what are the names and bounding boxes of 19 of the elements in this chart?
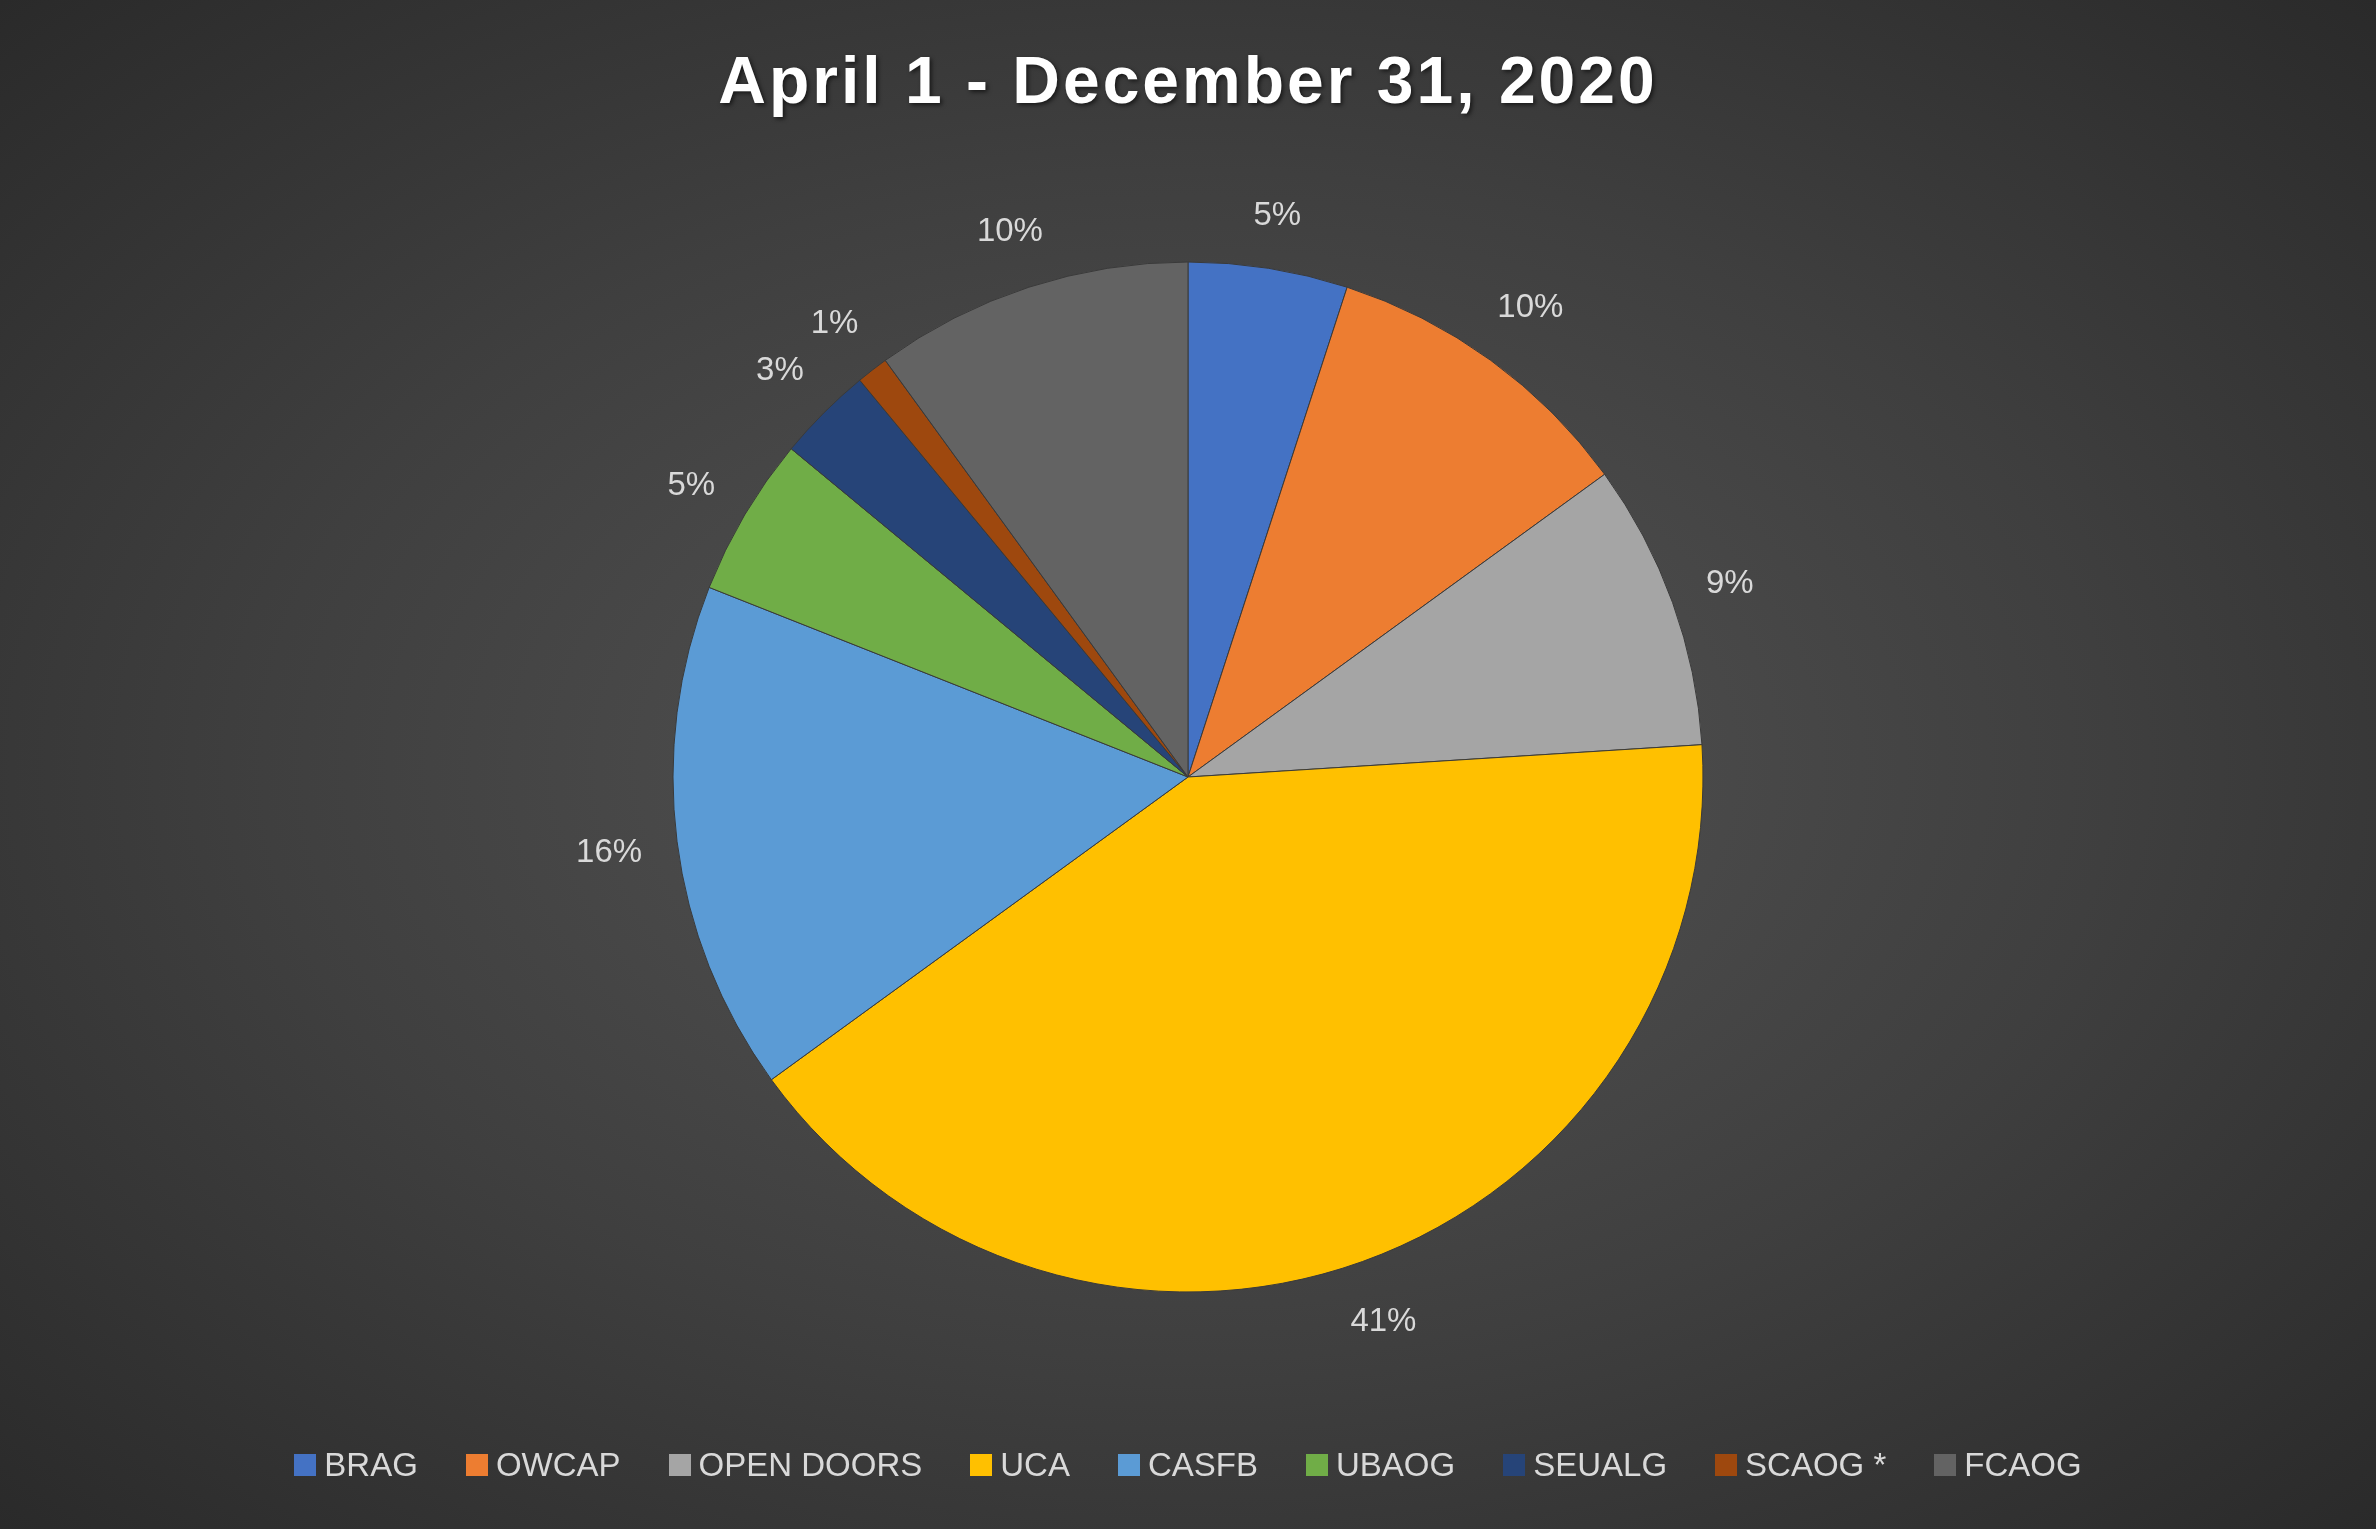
- data-label: 16%: [576, 831, 643, 869]
- data-label: 3%: [756, 350, 804, 388]
- legend-label: OWCAP: [495, 1446, 621, 1484]
- data-label: 10%: [976, 210, 1043, 248]
- data-label: 10%: [1497, 287, 1564, 325]
- data-label: 9%: [1705, 563, 1754, 601]
- legend-label: UCA: [1000, 1446, 1070, 1484]
- legend-label: SCAOG *: [1745, 1446, 1887, 1484]
- legend-label: CASFB: [1147, 1446, 1258, 1484]
- legend-label: SEUALG: [1533, 1446, 1668, 1484]
- data-label: 1%: [810, 302, 859, 340]
- chart-title: April 1 - December 31, 2020: [717, 42, 1659, 118]
- data-label: 41%: [1350, 1301, 1417, 1339]
- data-label: 5%: [667, 464, 716, 502]
- legend-label: UBAOG: [1336, 1446, 1456, 1484]
- data-label: 5%: [1253, 195, 1302, 233]
- legend-label: OPEN DOORS: [698, 1446, 923, 1484]
- legend-label: BRAG: [324, 1446, 418, 1484]
- legend-label: FCAOG: [1964, 1446, 2082, 1484]
